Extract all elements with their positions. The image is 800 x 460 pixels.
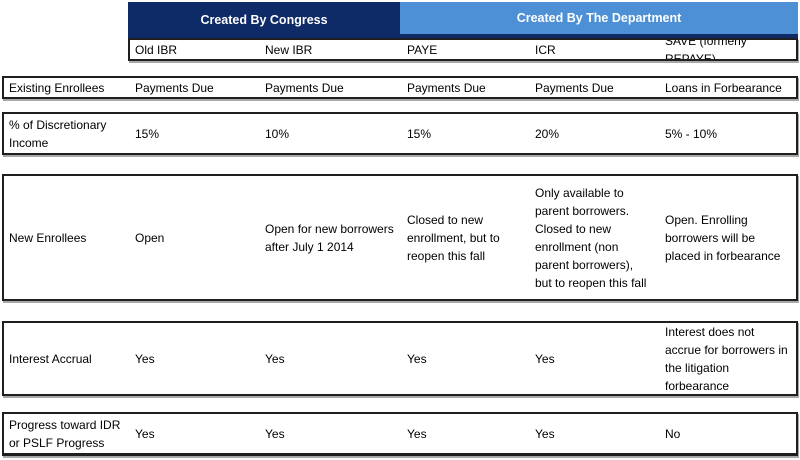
row-label: % of Discretionary Income xyxy=(9,117,107,150)
cell-new-ibr: Yes xyxy=(265,351,285,366)
column-header-icr: ICR xyxy=(535,42,556,57)
cell-paye: Yes xyxy=(407,351,427,366)
table-row-idr-pslf-progress: Progress toward IDR or PSLF Progress Yes… xyxy=(2,412,798,456)
cell-new-ibr: Payments Due xyxy=(265,80,344,95)
cell-icr: Yes xyxy=(535,426,555,441)
cell-old-ibr: Open xyxy=(135,230,165,245)
cell-old-ibr: Yes xyxy=(135,351,155,366)
table-row-discretionary-income: % of Discretionary Income 15% 10% 15% 20… xyxy=(2,112,798,155)
cell-new-ibr: Yes xyxy=(265,426,285,441)
cell-paye: Yes xyxy=(407,426,427,441)
column-header-new-ibr: New IBR xyxy=(265,42,313,57)
cell-old-ibr: Payments Due xyxy=(135,80,214,95)
row-label: Interest Accrual xyxy=(9,351,92,366)
cell-new-ibr: 10% xyxy=(265,126,290,141)
table-row-existing-enrollees: Existing Enrollees Payments Due Payments… xyxy=(2,76,798,99)
column-header-row: Old IBR New IBR PAYE ICR SAVE (formerly … xyxy=(128,38,798,61)
cell-new-ibr: Open for new borrowers after July 1 2014 xyxy=(265,221,394,254)
row-label: Existing Enrollees xyxy=(9,80,105,95)
cell-save: Open. Enrolling borrowers will be placed… xyxy=(665,212,781,263)
table-row-new-enrollees: New Enrollees Open Open for new borrower… xyxy=(2,174,798,301)
cell-old-ibr: Yes xyxy=(135,426,155,441)
row-label: New Enrollees xyxy=(9,230,87,245)
column-header-old-ibr: Old IBR xyxy=(135,42,178,57)
cell-icr: Payments Due xyxy=(535,80,614,95)
cell-icr: Yes xyxy=(535,351,555,366)
row-label: Progress toward IDR or PSLF Progress xyxy=(9,417,121,450)
cell-save: 5% - 10% xyxy=(665,126,718,141)
column-header-paye: PAYE xyxy=(407,42,438,57)
cell-save: Interest does not accrue for borrowers i… xyxy=(665,324,788,393)
cell-paye: Closed to new enrollment, but to reopen … xyxy=(407,212,500,263)
cell-icr: Only available to parent borrowers. Clos… xyxy=(535,185,647,290)
group-header-band: Created By Congress Created By The Depar… xyxy=(128,2,798,38)
cell-icr: 20% xyxy=(535,126,560,141)
group-header-department: Created By The Department xyxy=(400,2,798,38)
group-header-congress: Created By Congress xyxy=(128,2,400,38)
column-header-save: SAVE (formerly REPAYE) xyxy=(665,40,747,59)
cell-paye: Payments Due xyxy=(407,80,486,95)
table-row-interest-accrual: Interest Accrual Yes Yes Yes Yes Interes… xyxy=(2,321,798,396)
cell-save: Loans in Forbearance xyxy=(665,80,782,95)
cell-old-ibr: 15% xyxy=(135,126,160,141)
cell-save: No xyxy=(665,426,681,441)
cell-paye: 15% xyxy=(407,126,432,141)
